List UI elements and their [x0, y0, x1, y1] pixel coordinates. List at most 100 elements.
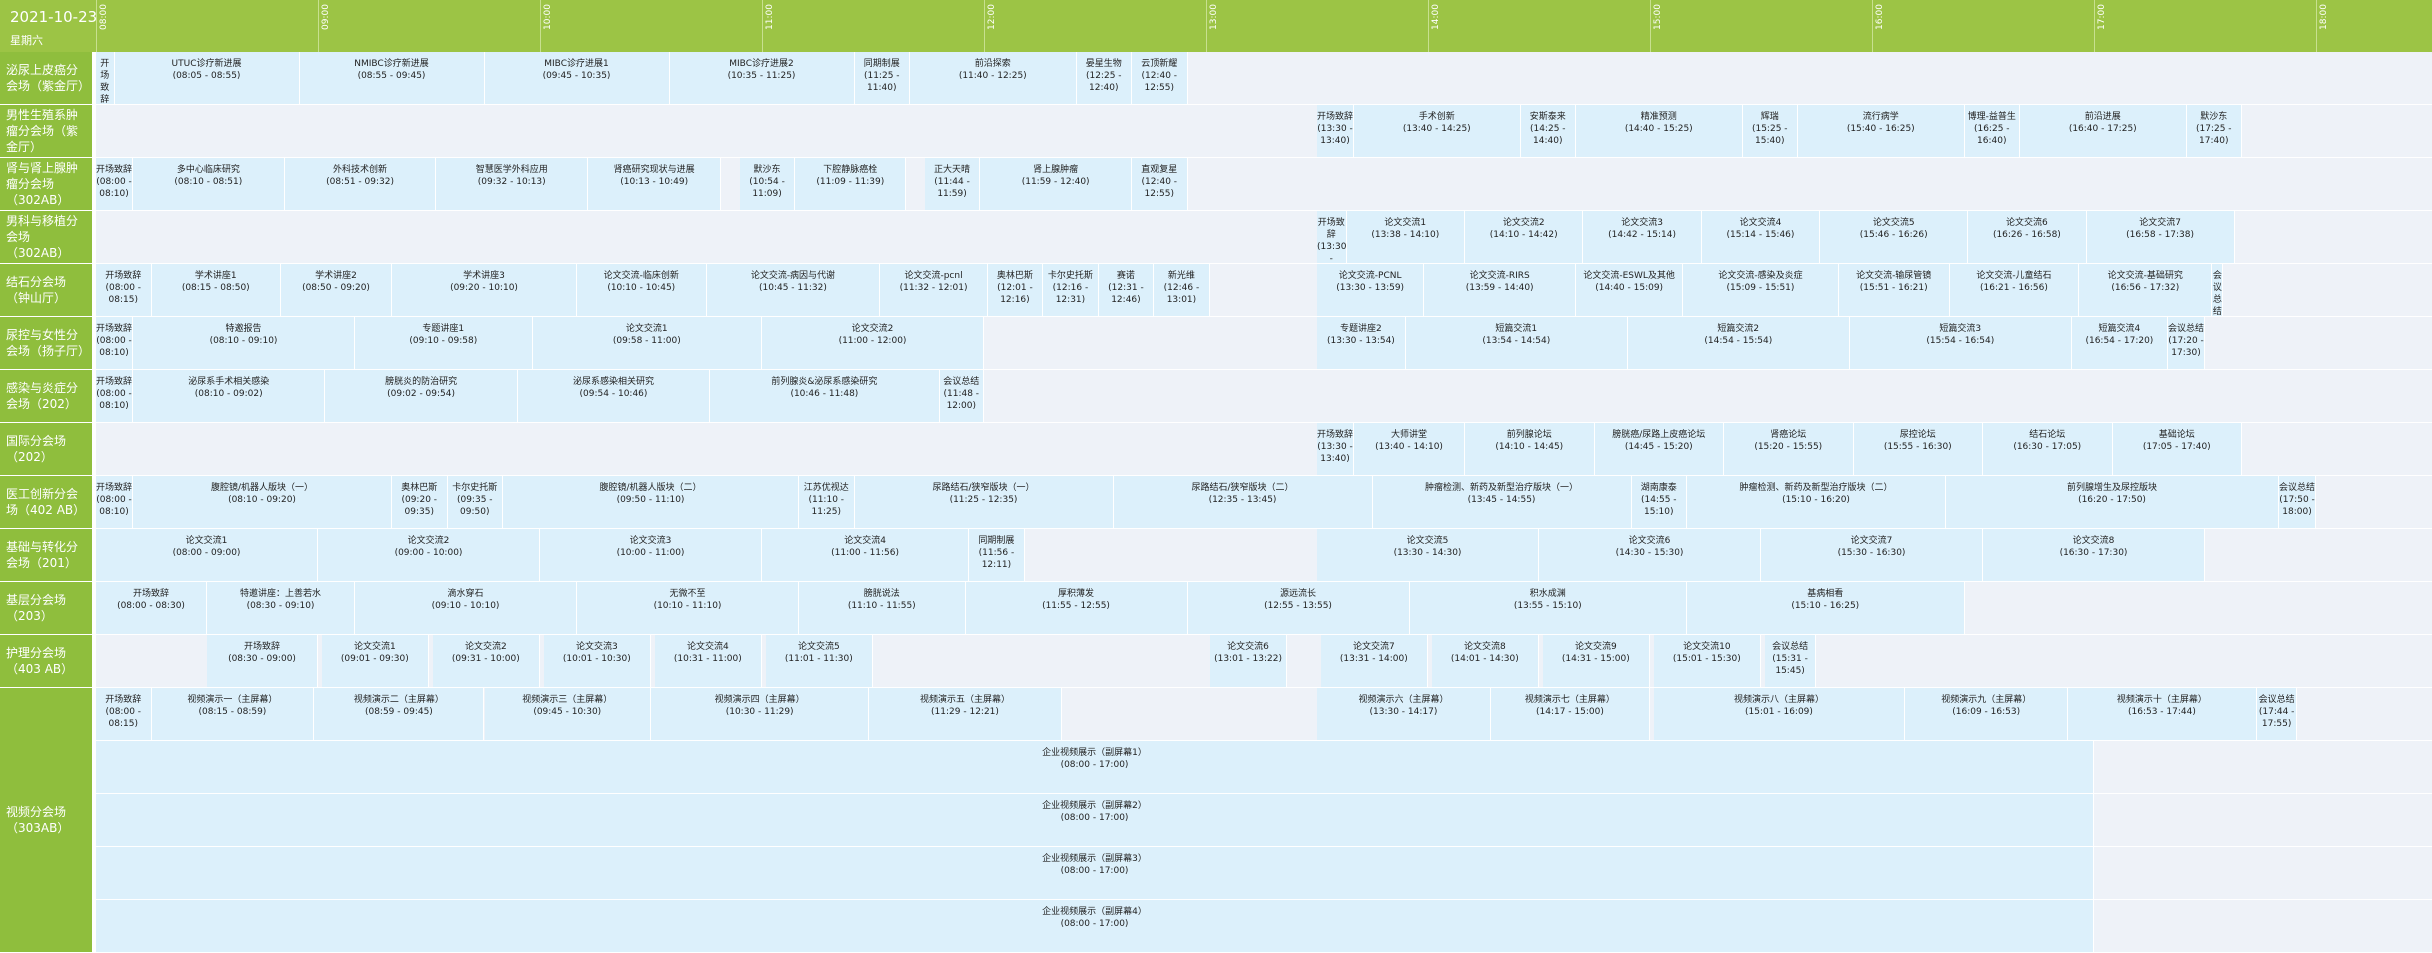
- session-block[interactable]: 论文交流7 (13:31 - 14:00): [1320, 635, 1428, 687]
- session-block[interactable]: 肾上腺肿瘤 (11:59 - 12:40): [980, 158, 1132, 210]
- session-block[interactable]: 江苏优视达 (11:10 - 11:25): [799, 476, 855, 528]
- session-block[interactable]: 会议总结 (17:20 - 17:30): [2168, 317, 2205, 369]
- session-block[interactable]: 论文交流1 (09:01 - 09:30): [321, 635, 429, 687]
- session-block[interactable]: 视频演示十（主屏幕） (16:53 - 17:44): [2068, 688, 2257, 740]
- session-block[interactable]: 尿路结石/狭窄版块（一） (11:25 - 12:35): [854, 476, 1114, 528]
- session-block[interactable]: 多中心临床研究 (08:10 - 08:51): [133, 158, 285, 210]
- session-block[interactable]: 卡尔史托斯 (12:16 - 12:31): [1043, 264, 1099, 316]
- session-block[interactable]: 短篇交流3 (15:54 - 16:54): [1849, 317, 2072, 369]
- session-block[interactable]: 智慧医学外科应用 (09:32 - 10:13): [436, 158, 589, 210]
- session-block[interactable]: 特邀报告 (08:10 - 09:10): [133, 317, 355, 369]
- session-block[interactable]: MIBC诊疗进展2 (10:35 - 11:25): [669, 52, 855, 104]
- session-block[interactable]: 肾癌研究现状与进展 (10:13 - 10:49): [588, 158, 722, 210]
- session-block[interactable]: 正大天晴 (11:44 - 11:59): [924, 158, 981, 210]
- session-block[interactable]: 论文交流1 (09:58 - 11:00): [532, 317, 762, 369]
- session-block[interactable]: 膀胱癌/尿路上皮癌论坛 (14:45 - 15:20): [1594, 423, 1724, 475]
- session-block[interactable]: 晏星生物 (12:25 - 12:40): [1076, 52, 1132, 104]
- session-block[interactable]: 直观复星 (12:40 - 12:55): [1132, 158, 1188, 210]
- session-block[interactable]: 开场致辞 (08:00 - 08:30): [96, 582, 207, 634]
- session-block[interactable]: 同期制展 (11:25 - 11:40): [854, 52, 910, 104]
- session-block[interactable]: 论文交流2 (11:00 - 12:00): [762, 317, 984, 369]
- session-block[interactable]: MIBC诊疗进展1 (09:45 - 10:35): [484, 52, 670, 104]
- session-block[interactable]: 论文交流4 (10:31 - 11:00): [654, 635, 762, 687]
- session-block[interactable]: 默沙东 (10:54 - 11:09): [739, 158, 796, 210]
- session-block[interactable]: 前沿探索 (11:40 - 12:25): [910, 52, 1077, 104]
- session-block[interactable]: 会议总结(17:32 - 17:35): [2212, 264, 2224, 316]
- session-block[interactable]: 专题讲座2 (13:30 - 13:54): [1317, 317, 1406, 369]
- session-block[interactable]: 基础论坛 (17:05 - 17:40): [2112, 423, 2242, 475]
- session-block[interactable]: 泌尿系感染相关研究 (09:54 - 10:46): [517, 370, 711, 422]
- session-block[interactable]: 安斯泰来 (14:25 - 14:40): [1520, 105, 1576, 157]
- session-block[interactable]: 同期制展 (11:56 - 12:11): [969, 529, 1025, 581]
- session-block[interactable]: 会议总结 (11:48 - 12:00): [939, 370, 984, 422]
- session-block[interactable]: 视频演示七（主屏幕） (14:17 - 15:00): [1490, 688, 1650, 740]
- session-block[interactable]: 论文交流-基础研究 (16:56 - 17:32): [2079, 264, 2213, 316]
- session-block[interactable]: 开场致辞(13:30 - 13:38): [1317, 211, 1347, 263]
- session-block[interactable]: 会议总结 (17:50 - 18:00): [2279, 476, 2316, 528]
- session-block[interactable]: 奥林巴斯 (12:01 - 12:16): [987, 264, 1044, 316]
- session-block[interactable]: 特邀讲座：上善若水 (08:30 - 09:10): [207, 582, 355, 634]
- session-block[interactable]: 开场致辞 (08:00 - 08:15): [96, 264, 152, 316]
- session-block[interactable]: 论文交流8 (16:30 - 17:30): [1983, 529, 2205, 581]
- session-block[interactable]: 基病相看 (15:10 - 16:25): [1687, 582, 1965, 634]
- session-block[interactable]: 积水成渊 (13:55 - 15:10): [1409, 582, 1687, 634]
- session-block[interactable]: 企业视频展示（副屏幕2） (08:00 - 17:00): [96, 794, 2094, 846]
- session-block[interactable]: 论文交流-儿童结石 (16:21 - 16:56): [1949, 264, 2080, 316]
- session-block[interactable]: 卡尔史托斯 (09:35 - 09:50): [447, 476, 503, 528]
- session-block[interactable]: 专题讲座1 (09:10 - 09:58): [355, 317, 533, 369]
- session-block[interactable]: 开场致辞 (08:00 - 08:15): [96, 688, 152, 740]
- session-block[interactable]: 博理-益普生 (16:25 - 16:40): [1964, 105, 2020, 157]
- session-block[interactable]: 论文交流3 (10:01 - 10:30): [543, 635, 651, 687]
- session-block[interactable]: 论文交流4 (11:00 - 11:56): [762, 529, 970, 581]
- session-block[interactable]: 学术讲座1 (08:15 - 08:50): [151, 264, 281, 316]
- session-block[interactable]: 论文交流5 (11:01 - 11:30): [765, 635, 873, 687]
- session-block[interactable]: 结石论坛 (16:30 - 17:05): [1983, 423, 2113, 475]
- session-block[interactable]: 视频演示四（主屏幕） (10:30 - 11:29): [651, 688, 870, 740]
- session-block[interactable]: 湖南康泰 (14:55 - 15:10): [1631, 476, 1687, 528]
- session-block[interactable]: 论文交流5 (15:46 - 16:26): [1820, 211, 1969, 263]
- session-block[interactable]: 短篇交流4 (16:54 - 17:20): [2071, 317, 2168, 369]
- session-block[interactable]: 辉瑞 (15:25 - 15:40): [1742, 105, 1798, 157]
- session-block[interactable]: 滴水穿石 (09:10 - 10:10): [355, 582, 577, 634]
- session-block[interactable]: 论文交流-ESWL及其他 (14:40 - 15:09): [1576, 264, 1684, 316]
- session-block[interactable]: 论文交流7 (15:30 - 16:30): [1761, 529, 1983, 581]
- session-block[interactable]: 开场致辞 (08:00 - 08:10): [96, 317, 133, 369]
- session-block[interactable]: 尿路结石/狭窄版块（二） (12:35 - 13:45): [1113, 476, 1373, 528]
- session-block[interactable]: 论文交流6 (14:30 - 15:30): [1539, 529, 1761, 581]
- session-block[interactable]: 泌尿系手术相关感染 (08:10 - 09:02): [133, 370, 326, 422]
- session-block[interactable]: 论文交流3 (14:42 - 15:14): [1583, 211, 1702, 263]
- session-block[interactable]: 开场致辞 (13:30 - 13:40): [1317, 423, 1354, 475]
- session-block[interactable]: 新光维 (12:46 - 13:01): [1154, 264, 1210, 316]
- session-block[interactable]: 论文交流2 (09:00 - 10:00): [318, 529, 540, 581]
- session-block[interactable]: 腹腔镜/机器人版块（二） (09:50 - 11:10): [503, 476, 799, 528]
- session-block[interactable]: 论文交流-病因与代谢 (10:45 - 11:32): [706, 264, 881, 316]
- session-block[interactable]: 论文交流-pcnl (11:32 - 12:01): [880, 264, 988, 316]
- session-block[interactable]: 会议总结 (15:31 - 15:45): [1764, 635, 1817, 687]
- session-block[interactable]: 企业视频展示（副屏幕1） (08:00 - 17:00): [96, 741, 2094, 793]
- session-block[interactable]: 会议总结 (17:44 - 17:55): [2256, 688, 2298, 740]
- session-block[interactable]: 下腔静脉癌栓 (11:09 - 11:39): [795, 158, 907, 210]
- session-block[interactable]: 视频演示一（主屏幕） (08:15 - 08:59): [151, 688, 315, 740]
- session-block[interactable]: 厚积薄发 (11:55 - 12:55): [965, 582, 1188, 634]
- session-block[interactable]: 肿瘤检测、新药及新型治疗版块（一） (13:45 - 14:55): [1372, 476, 1632, 528]
- session-block[interactable]: 论文交流2 (09:31 - 10:00): [432, 635, 540, 687]
- session-block[interactable]: 外科技术创新 (08:51 - 09:32): [284, 158, 437, 210]
- session-block[interactable]: 前列腺增生及尿控版块 (16:20 - 17:50): [1946, 476, 2279, 528]
- session-block[interactable]: 膀胱炎的防治研究 (09:02 - 09:54): [325, 370, 518, 422]
- session-block[interactable]: 手术创新 (13:40 - 14:25): [1354, 105, 1521, 157]
- session-block[interactable]: 开场致辞 (08:00 - 08:10): [96, 370, 133, 422]
- session-block[interactable]: 学术讲座2 (08:50 - 09:20): [281, 264, 392, 316]
- session-block[interactable]: UTUC诊疗新进展 (08:05 - 08:55): [114, 52, 300, 104]
- session-block[interactable]: 论文交流6 (13:01 - 13:22): [1209, 635, 1288, 687]
- session-block[interactable]: 短篇交流2 (14:54 - 15:54): [1627, 317, 1850, 369]
- session-block[interactable]: 论文交流-感染及炎症 (15:09 - 15:51): [1683, 264, 1839, 316]
- session-block[interactable]: 论文交流1 (13:38 - 14:10): [1346, 211, 1465, 263]
- session-block[interactable]: 默沙东 (17:25 - 17:40): [2186, 105, 2242, 157]
- session-block[interactable]: 论文交流4 (15:14 - 15:46): [1701, 211, 1821, 263]
- session-block[interactable]: 开场致辞(08:00 - 08:05): [96, 52, 115, 104]
- session-block[interactable]: 开场致辞 (13:30 - 13:40): [1317, 105, 1354, 157]
- session-block[interactable]: 企业视频展示（副屏幕3） (08:00 - 17:00): [96, 847, 2094, 899]
- session-block[interactable]: 尿控论坛 (15:55 - 16:30): [1853, 423, 1983, 475]
- session-block[interactable]: 前列腺炎&泌尿系感染研究 (10:46 - 11:48): [710, 370, 940, 422]
- session-block[interactable]: 无微不至 (10:10 - 11:10): [577, 582, 799, 634]
